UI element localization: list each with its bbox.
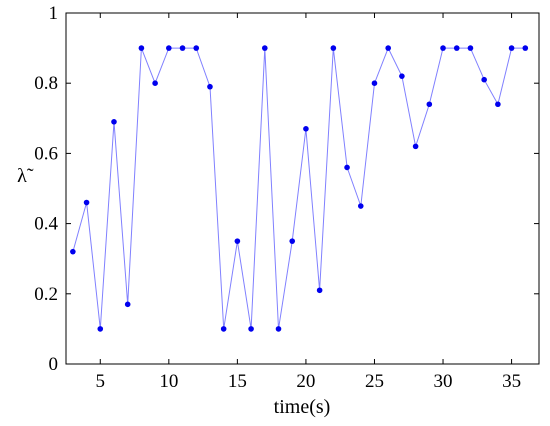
data-point	[412, 143, 419, 150]
data-point	[495, 101, 501, 108]
data-point	[399, 73, 405, 79]
data-point	[316, 287, 323, 294]
data-point	[234, 238, 241, 244]
data-point	[152, 80, 158, 86]
x-tick-label: 30	[434, 371, 453, 392]
data-point	[248, 326, 254, 332]
data-point	[481, 76, 487, 83]
x-tick-label: 5	[96, 371, 106, 392]
data-point	[83, 199, 90, 206]
axis-ticks	[66, 12, 539, 365]
data-point	[275, 326, 282, 332]
series-layer	[70, 45, 529, 332]
x-tick-label: 20	[296, 371, 315, 392]
y-tick-label: 1	[49, 3, 59, 24]
y-tick-label: 0	[49, 354, 59, 375]
data-point	[70, 248, 76, 255]
plot-frame	[65, 12, 540, 365]
x-tick-labels: 5 10 15 20 25 30 35	[96, 371, 522, 392]
series-line	[72, 46, 526, 329]
data-point	[371, 80, 378, 86]
x-tick-label: 10	[159, 371, 178, 392]
data-point	[440, 45, 446, 51]
x-tick-label: 15	[228, 371, 247, 392]
y-tick-label: 0.6	[34, 143, 58, 164]
data-point	[453, 45, 460, 51]
data-point	[522, 45, 529, 51]
data-point	[344, 164, 350, 171]
x-tick-label: 35	[502, 371, 521, 392]
y-tick-label: 0.2	[34, 284, 58, 305]
data-point	[330, 45, 337, 51]
data-point	[289, 238, 296, 244]
data-point	[303, 126, 309, 132]
data-point	[467, 45, 474, 51]
y-tick-label: 0.8	[34, 73, 58, 94]
data-point	[261, 45, 268, 51]
data-point	[426, 101, 433, 108]
data-point	[111, 119, 117, 125]
y-axis-label: λ̃	[17, 165, 34, 187]
data-point	[97, 326, 104, 332]
x-tick-label: 25	[365, 371, 384, 392]
data-point	[357, 203, 364, 209]
data-point	[207, 83, 213, 90]
data-point	[193, 45, 200, 51]
data-point	[508, 45, 515, 51]
data-point	[124, 301, 131, 308]
y-tick-label: 0.4	[34, 214, 58, 235]
data-point	[166, 45, 172, 51]
x-axis-label: time(s)	[274, 396, 331, 418]
data-point	[138, 45, 145, 51]
data-point	[385, 45, 391, 51]
data-point	[179, 45, 186, 51]
y-tick-labels: 0 0.2 0.4 0.6 0.8 1	[34, 3, 58, 375]
data-point	[220, 326, 227, 332]
